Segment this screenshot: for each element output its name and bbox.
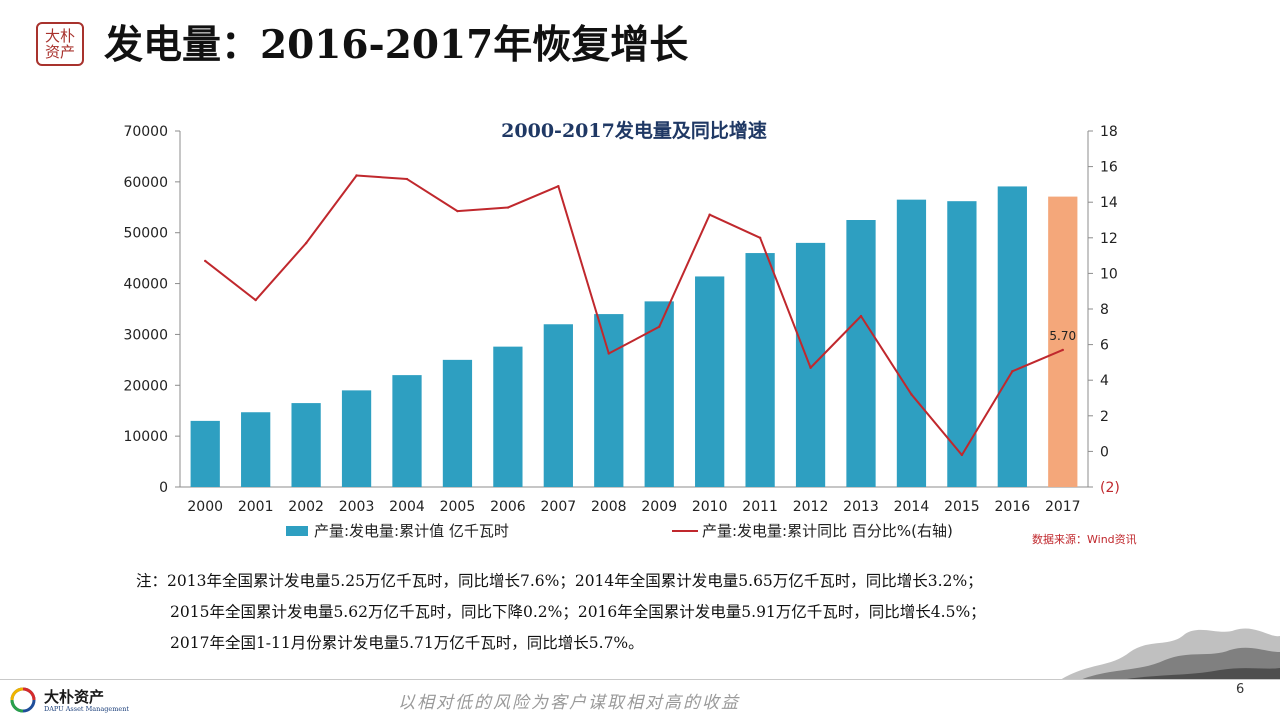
bar-power-output: [997, 186, 1027, 488]
bar-power-output: [795, 242, 826, 487]
left-axis-tick-label: 40000: [123, 277, 168, 293]
x-axis-tick-label: 2006: [490, 499, 526, 515]
company-seal-logo: 大朴 资产: [36, 22, 84, 66]
bar-power-output: [695, 276, 725, 487]
bar-power-output: [392, 375, 422, 487]
bar-power-output: [341, 390, 372, 487]
bar-power-output: [291, 403, 321, 487]
left-axis-tick-label: 30000: [123, 327, 168, 343]
line-point-yoy-growth: [355, 174, 358, 177]
bar-power-output: [594, 314, 624, 487]
line-yoy-growth: [204, 174, 1064, 456]
left-axis-tick-label: 10000: [123, 429, 168, 445]
line-point-yoy-growth: [708, 213, 711, 216]
bar-power-output: [896, 199, 927, 487]
footer-slogan: 以相对低的风险为客户谋取相对高的收益: [398, 693, 740, 713]
line-point-yoy-growth: [254, 298, 257, 302]
x-axis-tick-label: 2004: [389, 499, 425, 515]
bar-power-output: [442, 359, 473, 487]
legend-line-label: 产量:发电量:累计同比 百分比%(右轴): [702, 522, 953, 540]
left-axis-tick-label: 20000: [123, 378, 168, 394]
x-axis-tick-label: 2013: [843, 499, 879, 515]
x-axis-tick-label: 2011: [742, 499, 778, 515]
bar-power-output: [493, 346, 523, 487]
x-axis-tick-label: 2003: [339, 499, 375, 515]
footer-logo: 大朴资产 DAPU Asset Management: [10, 686, 150, 716]
bar-power-output: [745, 253, 775, 487]
chart-title: 2000-2017发电量及同比增速: [501, 119, 767, 142]
page-title: 发电量：2016-2017年恢复增长: [104, 22, 689, 68]
x-axis-tick-label: 2016: [995, 499, 1031, 515]
x-axis-tick-label: 2005: [440, 499, 476, 515]
x-axis-tick-label: 2001: [238, 499, 274, 515]
x-axis-tick-label: 2015: [944, 499, 980, 515]
line-point-yoy-growth: [607, 352, 610, 355]
x-axis-tick-label: 2010: [692, 499, 728, 515]
right-axis-tick-label: 2: [1100, 409, 1109, 425]
line-point-yoy-growth: [1061, 348, 1064, 352]
note-line: 2017年全国1-11月份累计发电量5.71万亿千瓦时，同比增长5.7%。: [170, 634, 644, 652]
chart-notes: 注：2013年全国累计发电量5.25万亿千瓦时，同比增长7.6%；2014年全国…: [136, 566, 1246, 659]
line-point-yoy-growth: [809, 366, 812, 369]
note-line: 注：2013年全国累计发电量5.25万亿千瓦时，同比增长7.6%；2014年全国…: [136, 572, 983, 590]
right-axis-tick-label: 12: [1100, 231, 1118, 247]
bar-power-output: [190, 420, 220, 487]
left-axis-tick-label: 70000: [123, 124, 168, 140]
right-axis-tick-label: 14: [1100, 195, 1118, 211]
chart-area: 2000-2017发电量及同比增速01000020000300004000050…: [123, 119, 1137, 546]
line-point-yoy-growth: [859, 314, 863, 318]
x-axis-tick-label: 2000: [187, 499, 223, 515]
right-axis-tick-label: 10: [1100, 266, 1118, 282]
note-line: 2015年全国累计发电量5.62万亿千瓦时，同比下降0.2%；2016年全国累计…: [170, 603, 986, 621]
bar-power-output: [644, 301, 674, 487]
page-number: 6: [1236, 682, 1245, 697]
left-axis-tick-label: 0: [159, 480, 168, 496]
left-axis-tick-label: 50000: [123, 226, 168, 242]
x-axis-tick-label: 2008: [591, 499, 627, 515]
right-axis-tick-label: 16: [1100, 160, 1118, 176]
line-point-yoy-growth: [910, 393, 913, 396]
right-axis-tick-label: (2): [1100, 480, 1120, 496]
line-point-yoy-growth: [758, 236, 762, 239]
line-point-yoy-growth: [405, 177, 409, 181]
line-point-yoy-growth: [456, 209, 459, 213]
right-axis-tick-label: 4: [1100, 373, 1109, 389]
left-axis-tick-label: 60000: [123, 175, 168, 191]
line-point-yoy-growth: [204, 259, 207, 263]
footer-divider: [0, 679, 1280, 680]
right-axis-tick-label: 18: [1100, 124, 1118, 140]
logo-company-name: 大朴资产: [44, 688, 105, 706]
bar-power-output: [846, 220, 876, 487]
bar-power-output: [241, 412, 271, 487]
x-axis-tick-label: 2009: [641, 499, 677, 515]
dapu-logo-icon: [10, 687, 36, 713]
ink-landscape-decoration: [1060, 628, 1280, 680]
x-axis-tick-label: 2012: [793, 499, 829, 515]
data-source: 数据来源：Wind资讯: [1032, 532, 1137, 546]
right-axis-tick-label: 0: [1100, 444, 1109, 460]
legend-bar-label: 产量:发电量:累计值 亿千瓦时: [314, 522, 509, 540]
data-label-2017-growth: 5.70: [1049, 329, 1076, 343]
line-point-yoy-growth: [304, 241, 308, 245]
x-axis-tick-label: 2014: [894, 499, 930, 515]
bar-power-output: [1048, 196, 1078, 487]
x-axis-tick-label: 2002: [288, 499, 324, 515]
right-axis-tick-label: 8: [1100, 302, 1109, 318]
legend-bar-swatch: [286, 526, 308, 536]
x-axis-tick-label: 2017: [1045, 499, 1081, 515]
line-point-yoy-growth: [1011, 370, 1014, 373]
right-axis-tick-label: 6: [1100, 338, 1109, 354]
line-point-yoy-growth: [960, 453, 964, 457]
line-point-yoy-growth: [506, 206, 510, 209]
line-point-yoy-growth: [658, 325, 661, 328]
line-point-yoy-growth: [557, 184, 560, 188]
bar-power-output: [543, 324, 573, 487]
logo-english-name: DAPU Asset Management: [44, 705, 130, 713]
x-axis-tick-label: 2007: [541, 499, 577, 515]
